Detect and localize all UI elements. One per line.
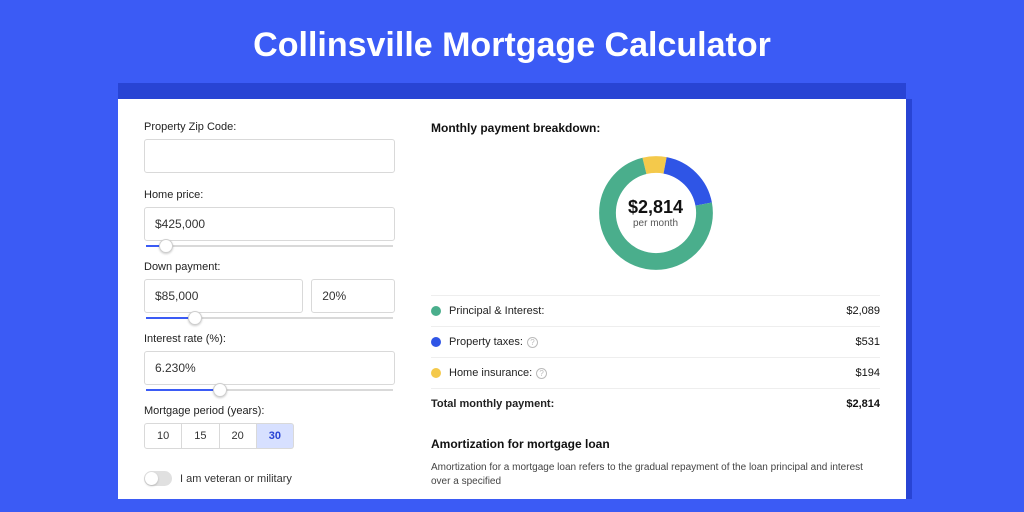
period-option-30[interactable]: 30 [257, 423, 294, 449]
breakdown-label: Principal & Interest: [449, 305, 846, 317]
breakdown-value: $2,089 [846, 305, 880, 317]
header-accent-bar [118, 83, 906, 99]
zip-label: Property Zip Code: [144, 121, 395, 133]
donut-chart: $2,814 per month [431, 149, 880, 277]
field-down-payment: Down payment: [144, 261, 395, 319]
period-option-15[interactable]: 15 [182, 423, 219, 449]
down-payment-slider[interactable] [146, 317, 393, 319]
legend-dot [431, 337, 441, 347]
veteran-toggle[interactable] [144, 471, 172, 486]
total-value: $2,814 [846, 398, 880, 410]
zip-input[interactable] [144, 139, 395, 173]
calculator-card: Property Zip Code: Home price: Down paym… [118, 99, 906, 499]
page-title: Collinsville Mortgage Calculator [0, 0, 1024, 83]
period-option-20[interactable]: 20 [220, 423, 257, 449]
total-label: Total monthly payment: [431, 398, 846, 410]
period-option-10[interactable]: 10 [144, 423, 182, 449]
period-button-group: 10152030 [144, 423, 395, 449]
veteran-row: I am veteran or military [144, 471, 395, 486]
donut-sub: per month [633, 218, 678, 229]
amortization-text: Amortization for a mortgage loan refers … [431, 461, 880, 489]
veteran-label: I am veteran or military [180, 473, 292, 485]
breakdown-label: Property taxes: ? [449, 336, 856, 348]
breakdown-row-0: Principal & Interest:$2,089 [431, 295, 880, 326]
breakdown-title: Monthly payment breakdown: [431, 121, 880, 135]
breakdown-value: $194 [856, 367, 880, 379]
breakdown-row-1: Property taxes: ?$531 [431, 326, 880, 357]
interest-rate-input[interactable] [144, 351, 395, 385]
home-price-label: Home price: [144, 189, 395, 201]
total-row: Total monthly payment: $2,814 [431, 388, 880, 419]
down-payment-pct-input[interactable] [311, 279, 395, 313]
period-label: Mortgage period (years): [144, 405, 395, 417]
help-icon[interactable]: ? [527, 337, 538, 348]
home-price-slider[interactable] [146, 245, 393, 247]
legend-dot [431, 368, 441, 378]
breakdown-value: $531 [856, 336, 880, 348]
amortization-title: Amortization for mortgage loan [431, 437, 880, 451]
field-home-price: Home price: [144, 189, 395, 247]
legend-dot [431, 306, 441, 316]
breakdown-row-2: Home insurance: ?$194 [431, 357, 880, 388]
donut-amount: $2,814 [628, 197, 683, 218]
field-interest-rate: Interest rate (%): [144, 333, 395, 391]
field-period: Mortgage period (years): 10152030 [144, 405, 395, 449]
help-icon[interactable]: ? [536, 368, 547, 379]
breakdown-label: Home insurance: ? [449, 367, 856, 379]
field-zip: Property Zip Code: [144, 121, 395, 173]
home-price-input[interactable] [144, 207, 395, 241]
interest-rate-slider[interactable] [146, 389, 393, 391]
breakdown-panel: Monthly payment breakdown: $2,814 per mo… [421, 99, 906, 499]
form-panel: Property Zip Code: Home price: Down paym… [118, 99, 421, 499]
down-payment-label: Down payment: [144, 261, 395, 273]
interest-rate-label: Interest rate (%): [144, 333, 395, 345]
down-payment-input[interactable] [144, 279, 303, 313]
